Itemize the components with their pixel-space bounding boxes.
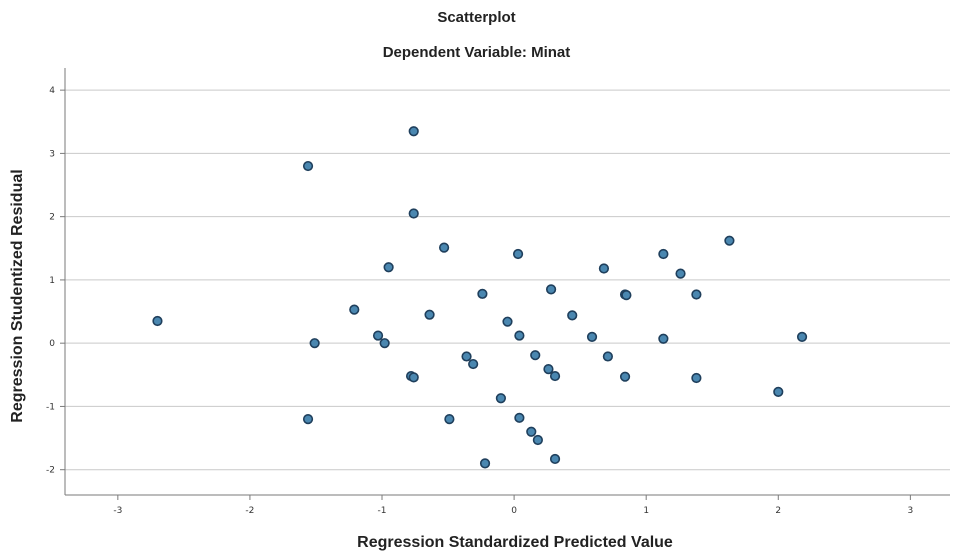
scatter-point [502, 316, 513, 327]
scatter-point [545, 284, 557, 295]
scatter-point [691, 372, 702, 384]
x-tick-label: -1 [378, 506, 387, 516]
scatter-point [408, 372, 419, 383]
x-tick-label: 1 [643, 506, 649, 516]
scatter-point [408, 126, 419, 137]
y-tick-label: 3 [49, 149, 55, 159]
scatter-point [532, 434, 543, 446]
chart-subtitle: Dependent Variable: Minat [382, 44, 571, 61]
scatter-point [461, 351, 472, 362]
chart-title: Scatterplot [437, 9, 516, 26]
x-tick-label: -2 [245, 506, 254, 516]
scatter-point [549, 370, 561, 382]
x-tick-label: -3 [113, 506, 122, 516]
scatter-point [479, 458, 491, 469]
y-tick-label: 4 [49, 86, 55, 96]
scatter-point [530, 350, 541, 361]
scatter-point [302, 160, 314, 172]
scatter-point [424, 309, 435, 320]
scatter-point [691, 289, 702, 300]
scatter-point [438, 242, 450, 253]
scatter-point [773, 386, 784, 397]
scatter-point [658, 333, 669, 344]
y-tick-label: 2 [49, 213, 55, 223]
scatter-point [796, 331, 808, 342]
scatter-point [302, 413, 314, 425]
scatter-point [477, 288, 488, 299]
scatter-point [408, 208, 419, 219]
scatter-point [619, 371, 631, 382]
scatter-point [372, 330, 384, 341]
scatter-point [658, 248, 669, 260]
scatter-point [549, 453, 561, 465]
scatter-point [567, 310, 578, 321]
y-axis-label: Regression Studentized Residual [9, 169, 26, 423]
scatter-point [444, 413, 455, 425]
y-tick-label: 1 [49, 276, 55, 286]
scatter-point [379, 338, 390, 349]
scatter-point [383, 262, 394, 273]
scatter-point [468, 358, 479, 370]
scatter-point [602, 351, 613, 362]
scatter-point [526, 426, 537, 437]
y-tick-label: 0 [49, 339, 55, 349]
x-tick-label: 0 [511, 506, 517, 516]
scatter-point [543, 364, 554, 375]
y-tick-label: -1 [46, 402, 55, 412]
scatter-point [495, 393, 506, 404]
scatter-point [514, 330, 525, 341]
scatter-point [724, 235, 735, 246]
scatter-point [512, 248, 524, 260]
x-tick-label: 3 [908, 506, 914, 516]
scatter-point [675, 268, 686, 279]
y-tick-label: -2 [46, 466, 55, 476]
scatter-point [598, 263, 610, 274]
scatter-point [309, 338, 320, 349]
scatter-point [621, 290, 632, 301]
x-axis-label: Regression Standardized Predicted Value [357, 534, 673, 551]
scatter-point [349, 304, 360, 315]
scatter-point [152, 315, 163, 327]
x-tick-label: 2 [775, 506, 781, 516]
scatter-point [586, 331, 598, 342]
scatter-point [514, 412, 525, 423]
